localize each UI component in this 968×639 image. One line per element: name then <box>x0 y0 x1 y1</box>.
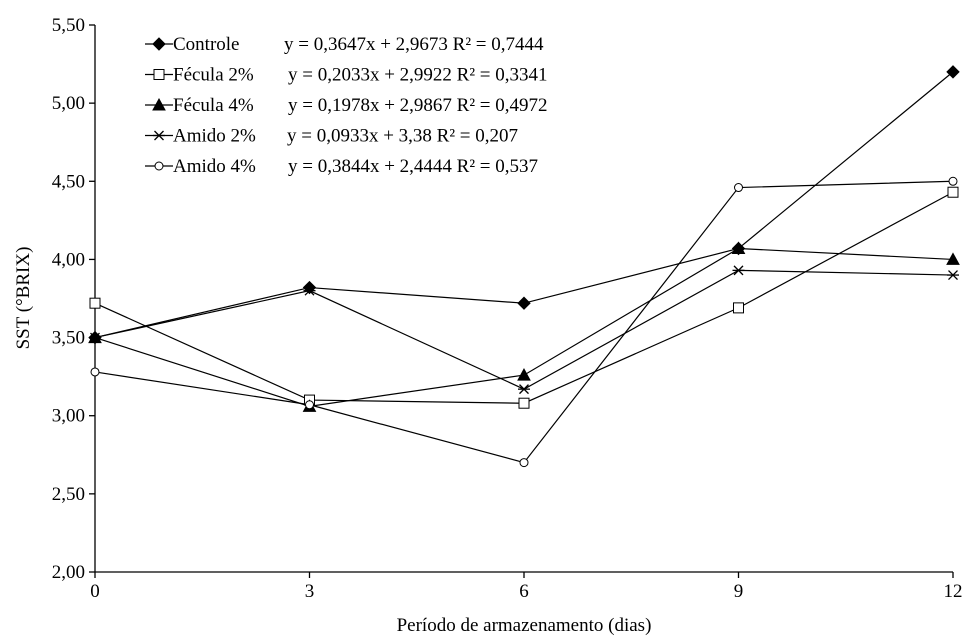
data-point <box>518 397 530 409</box>
y-tick-label: 5,50 <box>52 15 85 36</box>
legend-marker <box>152 37 166 51</box>
y-tick-label: 4,50 <box>52 171 85 192</box>
data-point <box>946 65 960 79</box>
data-point <box>90 367 100 377</box>
y-ticks: 2,00 2,50 3,00 3,50 4,00 4,50 5,00 5,50 <box>52 15 95 583</box>
trendline-equation: y = 0,1978x + 2,9867 R² = 0,4972 <box>288 95 548 116</box>
y-axis-label: SST (°BRIX) <box>13 247 34 350</box>
series-line-4 <box>94 180 954 464</box>
data-point <box>519 458 529 468</box>
legend-item: Amido 4% y = 0,3844x + 2,4444 R² = 0,537 <box>145 156 538 177</box>
data-point <box>89 297 101 309</box>
legend-item: Fécula 2% y = 0,2033x + 2,9922 R² = 0,334… <box>145 65 548 86</box>
data-point <box>733 302 744 314</box>
data-point <box>948 176 958 186</box>
data-point <box>732 265 745 276</box>
trendline-equation: y = 0,0933x + 3,38 R² = 0,207 <box>287 126 518 147</box>
legend-marker <box>152 97 166 111</box>
data-point <box>734 183 743 193</box>
data-point <box>947 270 959 281</box>
y-tick-label: 3,50 <box>52 328 85 349</box>
x-tick-label: 12 <box>944 581 963 602</box>
data-point <box>946 252 960 265</box>
data-point <box>947 186 959 198</box>
legend: Controle y = 0,3647x + 2,9673 R² = 0,7444… <box>145 34 548 177</box>
x-ticks: 0 3 6 9 12 <box>90 572 963 602</box>
x-tick-label: 6 <box>519 581 529 602</box>
x-axis-label: Período de armazenamento (dias) <box>397 615 652 636</box>
legend-marker <box>153 69 165 80</box>
trendline-equation: y = 0,2033x + 2,9922 R² = 0,3341 <box>288 65 548 86</box>
data-point <box>731 241 746 254</box>
series-group <box>88 65 960 468</box>
trendline-equation: y = 0,3647x + 2,9673 R² = 0,7444 <box>284 34 544 55</box>
data-point <box>303 285 316 296</box>
legend-label: Amido 4% <box>173 156 256 177</box>
y-tick-label: 3,00 <box>52 406 85 427</box>
legend-label: Fécula 4% <box>173 95 254 116</box>
trendline-equation: y = 0,3844x + 2,4444 R² = 0,537 <box>288 156 538 177</box>
y-tick-label: 4,00 <box>52 249 85 270</box>
legend-item: Controle y = 0,3647x + 2,9673 R² = 0,7444 <box>145 34 544 55</box>
y-tick-label: 2,50 <box>52 484 85 505</box>
data-point <box>89 332 101 343</box>
legend-item: Amido 2% y = 0,0933x + 3,38 R² = 0,207 <box>145 126 518 147</box>
x-tick-label: 9 <box>734 581 744 602</box>
legend-marker <box>153 130 165 141</box>
legend-marker <box>154 161 164 171</box>
legend-label: Fécula 2% <box>173 65 254 86</box>
data-point <box>517 368 531 381</box>
legend-label: Controle <box>173 34 240 55</box>
series-markers <box>88 65 960 468</box>
y-tick-label: 2,00 <box>52 562 85 583</box>
data-point <box>518 384 530 395</box>
legend-label: Amido 2% <box>173 126 256 147</box>
data-point <box>305 400 314 410</box>
y-tick-label: 5,00 <box>52 93 85 114</box>
x-tick-label: 0 <box>90 581 100 602</box>
legend-item: Fécula 4% y = 0,1978x + 2,9867 R² = 0,497… <box>145 95 548 116</box>
x-tick-label: 3 <box>305 581 315 602</box>
data-point <box>517 296 531 310</box>
